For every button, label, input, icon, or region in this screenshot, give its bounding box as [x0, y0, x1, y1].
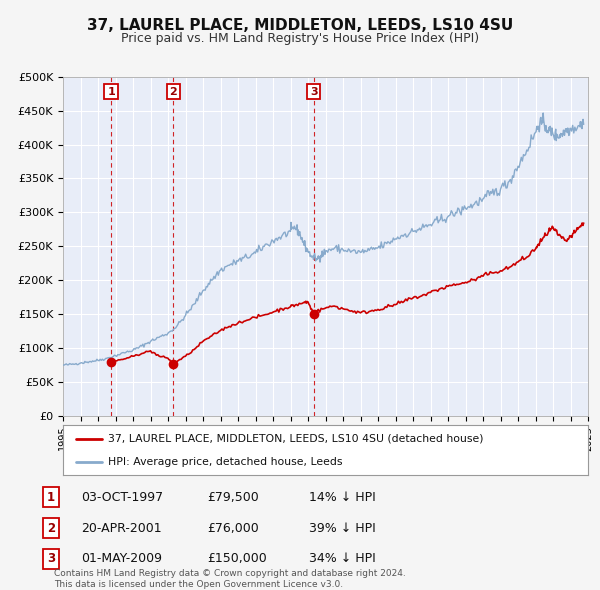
Text: 14% ↓ HPI: 14% ↓ HPI	[309, 491, 376, 504]
Text: 01-MAY-2009: 01-MAY-2009	[81, 552, 162, 565]
Text: 34% ↓ HPI: 34% ↓ HPI	[309, 552, 376, 565]
Text: 03-OCT-1997: 03-OCT-1997	[81, 491, 163, 504]
Text: £150,000: £150,000	[207, 552, 267, 565]
Text: 1: 1	[47, 491, 55, 504]
Text: 3: 3	[47, 552, 55, 565]
Text: Price paid vs. HM Land Registry's House Price Index (HPI): Price paid vs. HM Land Registry's House …	[121, 32, 479, 45]
Text: 3: 3	[310, 87, 317, 97]
Text: 2: 2	[47, 522, 55, 535]
Text: 1: 1	[107, 87, 115, 97]
Text: HPI: Average price, detached house, Leeds: HPI: Average price, detached house, Leed…	[107, 457, 342, 467]
Text: 39% ↓ HPI: 39% ↓ HPI	[309, 522, 376, 535]
Text: 2: 2	[170, 87, 177, 97]
Text: 20-APR-2001: 20-APR-2001	[81, 522, 161, 535]
Text: £76,000: £76,000	[207, 522, 259, 535]
Text: Contains HM Land Registry data © Crown copyright and database right 2024.
This d: Contains HM Land Registry data © Crown c…	[54, 569, 406, 589]
Text: £79,500: £79,500	[207, 491, 259, 504]
Text: 37, LAUREL PLACE, MIDDLETON, LEEDS, LS10 4SU (detached house): 37, LAUREL PLACE, MIDDLETON, LEEDS, LS10…	[107, 434, 483, 444]
Text: 37, LAUREL PLACE, MIDDLETON, LEEDS, LS10 4SU: 37, LAUREL PLACE, MIDDLETON, LEEDS, LS10…	[87, 18, 513, 34]
